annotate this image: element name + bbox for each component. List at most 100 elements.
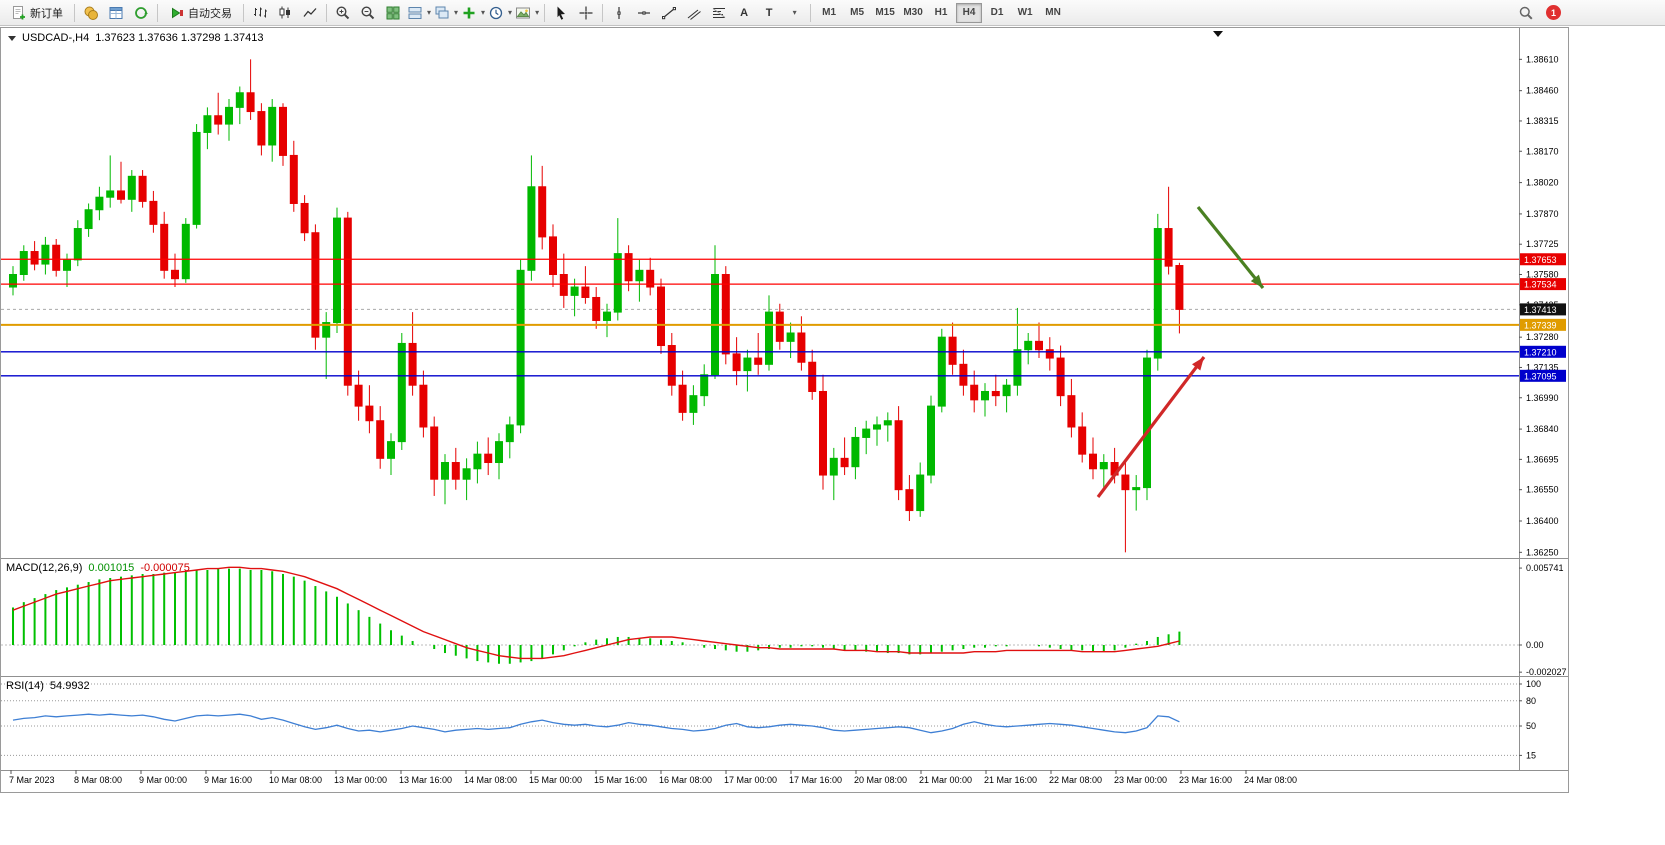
fibonacci-button[interactable] [707, 2, 731, 24]
svg-text:17 Mar 16:00: 17 Mar 16:00 [789, 775, 842, 785]
data-window-button[interactable] [104, 2, 128, 24]
tile-windows-button[interactable] [381, 2, 405, 24]
candlestick-chart-icon [277, 5, 293, 21]
svg-text:1.38610: 1.38610 [1526, 54, 1559, 64]
chevron-down-icon: ▾ [535, 8, 540, 17]
chart-template-button[interactable]: ▾ [514, 2, 540, 24]
svg-text:1.38170: 1.38170 [1526, 146, 1559, 156]
svg-text:80: 80 [1526, 696, 1536, 706]
timeframe-h1-button[interactable]: H1 [928, 3, 954, 23]
navigator-button[interactable] [129, 2, 153, 24]
chart-window: 1.38610 1.38460 1.38315 1.38170 1.38020 1.378… [0, 27, 1569, 793]
zoom-out-button[interactable] [356, 2, 380, 24]
auto-trading-icon [169, 5, 185, 21]
svg-text:15: 15 [1526, 750, 1536, 760]
navigator-icon [133, 5, 149, 21]
svg-text:13 Mar 16:00: 13 Mar 16:00 [399, 775, 452, 785]
symbol-dropdown-icon[interactable] [8, 35, 16, 41]
svg-text:1.38315: 1.38315 [1526, 116, 1559, 126]
chart-canvas[interactable]: 1.38610 1.38460 1.38315 1.38170 1.38020 1.378… [1, 28, 1568, 792]
toolbar-separator [544, 3, 546, 22]
svg-text:1.38020: 1.38020 [1526, 178, 1559, 188]
svg-text:14 Mar 08:00: 14 Mar 08:00 [464, 775, 517, 785]
add-indicator-icon [461, 5, 477, 21]
timeframe-d1-button[interactable]: D1 [984, 3, 1010, 23]
chevron-down-icon: ▾ [427, 8, 432, 17]
timeframe-mn-button[interactable]: MN [1040, 3, 1066, 23]
timeframe-m5-button[interactable]: M5 [844, 3, 870, 23]
svg-text:1.37135: 1.37135 [1526, 362, 1559, 372]
new-order-button[interactable]: 新订单 [4, 2, 70, 24]
svg-text:9 Mar 00:00: 9 Mar 00:00 [139, 775, 187, 785]
crosshair-button[interactable] [574, 2, 598, 24]
vertical-line-button[interactable] [607, 2, 631, 24]
text-button[interactable]: A [732, 2, 756, 24]
svg-text:1.37653: 1.37653 [1524, 255, 1557, 265]
period-button[interactable]: ▾ [487, 2, 513, 24]
timeframe-m1-button[interactable]: M1 [816, 3, 842, 23]
time-axis[interactable]: 7 Mar 2023 8 Mar 08:00 9 Mar 00:00 9 Mar 16… [9, 770, 1297, 785]
rsi-value: 54.9932 [49, 680, 90, 692]
svg-text:23 Mar 00:00: 23 Mar 00:00 [1114, 775, 1167, 785]
timeframe-m15-button[interactable]: M15 [872, 3, 898, 23]
svg-text:1.37210: 1.37210 [1524, 347, 1557, 357]
new-order-label: 新订单 [30, 7, 63, 20]
svg-text:0.005741: 0.005741 [1526, 563, 1564, 573]
svg-text:23 Mar 16:00: 23 Mar 16:00 [1179, 775, 1232, 785]
macd-title: MACD(12,26,9) [6, 562, 83, 574]
svg-text:21 Mar 00:00: 21 Mar 00:00 [919, 775, 972, 785]
toolbar-separator [326, 3, 327, 22]
svg-text:1.37725: 1.37725 [1526, 239, 1559, 249]
chart-menu-icon[interactable] [1213, 31, 1223, 37]
timeframe-h4-button[interactable]: H4 [956, 2, 983, 23]
panel-separators [1, 28, 1568, 771]
auto-trading-label: 自动交易 [188, 7, 232, 20]
cascade-windows-button[interactable]: ▾ [433, 2, 459, 24]
channel-button[interactable] [682, 2, 706, 24]
macd-main-value: 0.001015 [88, 562, 135, 574]
text-label-icon: T [765, 6, 773, 19]
data-window-icon [108, 5, 124, 21]
macd-panel-label: MACD(12,26,9) 0.001015 -0.000075 [6, 562, 190, 574]
chevron-down-icon: ▾ [454, 8, 459, 17]
shapes-button[interactable]: ▾ [782, 2, 806, 24]
line-chart-button[interactable] [298, 2, 322, 24]
search-icon [1518, 5, 1534, 21]
svg-text:13 Mar 00:00: 13 Mar 00:00 [334, 775, 387, 785]
horizontal-line-icon [636, 5, 652, 21]
svg-text:15 Mar 00:00: 15 Mar 00:00 [529, 775, 582, 785]
toolbar-separator [157, 3, 158, 22]
toolbar-separator [810, 3, 812, 22]
svg-text:1.37339: 1.37339 [1524, 320, 1557, 330]
svg-text:1.36990: 1.36990 [1526, 393, 1559, 403]
timeframe-w1-button[interactable]: W1 [1012, 3, 1038, 23]
notification-badge[interactable]: 1 [1546, 5, 1561, 20]
chart-title[interactable]: USDCAD-,H4 1.37623 1.37636 1.37298 1.374… [8, 32, 263, 44]
horizontal-line-button[interactable] [632, 2, 656, 24]
market-watch-button[interactable] [79, 2, 103, 24]
zoom-in-button[interactable] [331, 2, 355, 24]
add-indicator-button[interactable]: ▾ [460, 2, 486, 24]
trendline-button[interactable] [657, 2, 681, 24]
candles [9, 59, 1184, 553]
svg-text:1.38460: 1.38460 [1526, 86, 1559, 96]
cursor-icon [553, 5, 569, 21]
cursor-button[interactable] [549, 2, 573, 24]
svg-text:1.37580: 1.37580 [1526, 270, 1559, 280]
arrange-windows-button[interactable]: ▾ [406, 2, 432, 24]
svg-text:100: 100 [1526, 679, 1541, 689]
macd-panel: 0.005741 0.00 -0.002027 [1, 563, 1567, 677]
bar-chart-button[interactable] [248, 2, 272, 24]
timeframe-m30-button[interactable]: M30 [900, 3, 926, 23]
rsi-panel: 100 80 50 15 [1, 679, 1541, 760]
search-button[interactable] [1514, 2, 1538, 24]
svg-text:1.36400: 1.36400 [1526, 516, 1559, 526]
text-label-button[interactable]: T [757, 2, 781, 24]
buy-arrow[interactable] [1096, 356, 1206, 498]
sell-arrow[interactable] [1196, 205, 1265, 290]
candlestick-chart-button[interactable] [273, 2, 297, 24]
price-scale[interactable]: 1.38610 1.38460 1.38315 1.38170 1.38020 1.378… [1519, 54, 1566, 557]
svg-text:9 Mar 16:00: 9 Mar 16:00 [204, 775, 252, 785]
horizontal-level-lines[interactable] [1, 258, 1519, 377]
auto-trading-button[interactable]: 自动交易 [162, 2, 239, 24]
